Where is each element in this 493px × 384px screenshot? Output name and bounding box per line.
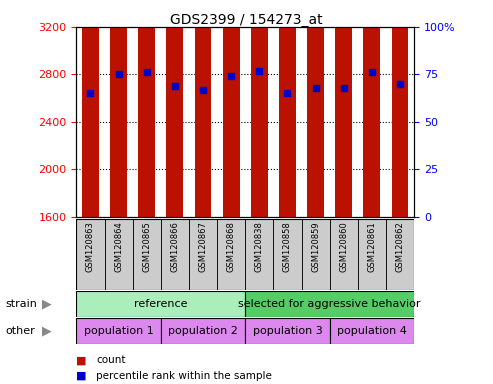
Bar [161, 318, 246, 344]
Bar [161, 219, 189, 290]
Bar [76, 291, 246, 317]
Text: selected for aggressive behavior: selected for aggressive behavior [239, 299, 421, 309]
Text: GSM120838: GSM120838 [255, 221, 264, 272]
Point [283, 90, 291, 96]
Bar [110, 0, 127, 217]
Bar [363, 0, 381, 217]
Text: GSM120864: GSM120864 [114, 221, 123, 272]
Bar [246, 318, 330, 344]
Bar [251, 0, 268, 217]
Point [368, 70, 376, 76]
Text: other: other [5, 326, 35, 336]
Bar [279, 15, 296, 217]
Point [87, 90, 95, 96]
Bar [335, 0, 352, 217]
Bar [189, 219, 217, 290]
Text: reference: reference [134, 299, 188, 309]
Bar [223, 0, 240, 217]
Bar [330, 318, 414, 344]
Point [115, 71, 123, 78]
Text: strain: strain [5, 299, 37, 309]
Point [143, 70, 151, 76]
Text: GSM120859: GSM120859 [311, 221, 320, 271]
Bar [330, 219, 358, 290]
Point [255, 68, 263, 74]
Bar [246, 291, 414, 317]
Bar [76, 318, 161, 344]
Bar [217, 219, 246, 290]
Bar [133, 219, 161, 290]
Text: ■: ■ [76, 355, 87, 365]
Bar [195, 0, 211, 217]
Bar [167, 0, 183, 217]
Text: percentile rank within the sample: percentile rank within the sample [96, 371, 272, 381]
Bar [386, 219, 414, 290]
Text: GSM120858: GSM120858 [283, 221, 292, 272]
Text: count: count [96, 355, 126, 365]
Text: population 2: population 2 [168, 326, 238, 336]
Text: population 1: population 1 [84, 326, 153, 336]
Point [396, 81, 404, 87]
Text: ▶: ▶ [42, 324, 52, 337]
Text: GSM120867: GSM120867 [199, 221, 208, 272]
Point [227, 73, 235, 79]
Bar [76, 219, 105, 290]
Text: ▶: ▶ [42, 297, 52, 310]
Point [340, 84, 348, 91]
Bar [358, 219, 386, 290]
Bar [105, 219, 133, 290]
Text: GSM120860: GSM120860 [339, 221, 348, 272]
Text: ■: ■ [76, 371, 87, 381]
Bar [307, 0, 324, 217]
Bar [139, 0, 155, 217]
Bar [274, 219, 302, 290]
Bar [302, 219, 330, 290]
Text: GDS2399 / 154273_at: GDS2399 / 154273_at [170, 13, 323, 27]
Point [312, 84, 319, 91]
Bar [82, 0, 99, 217]
Point [171, 83, 179, 89]
Text: GSM120866: GSM120866 [171, 221, 179, 272]
Text: GSM120863: GSM120863 [86, 221, 95, 272]
Text: GSM120862: GSM120862 [395, 221, 405, 272]
Text: population 3: population 3 [252, 326, 322, 336]
Text: GSM120868: GSM120868 [227, 221, 236, 272]
Text: GSM120865: GSM120865 [142, 221, 151, 272]
Point [199, 86, 207, 93]
Text: population 4: population 4 [337, 326, 407, 336]
Text: GSM120861: GSM120861 [367, 221, 377, 272]
Bar [246, 219, 274, 290]
Bar [391, 0, 409, 217]
